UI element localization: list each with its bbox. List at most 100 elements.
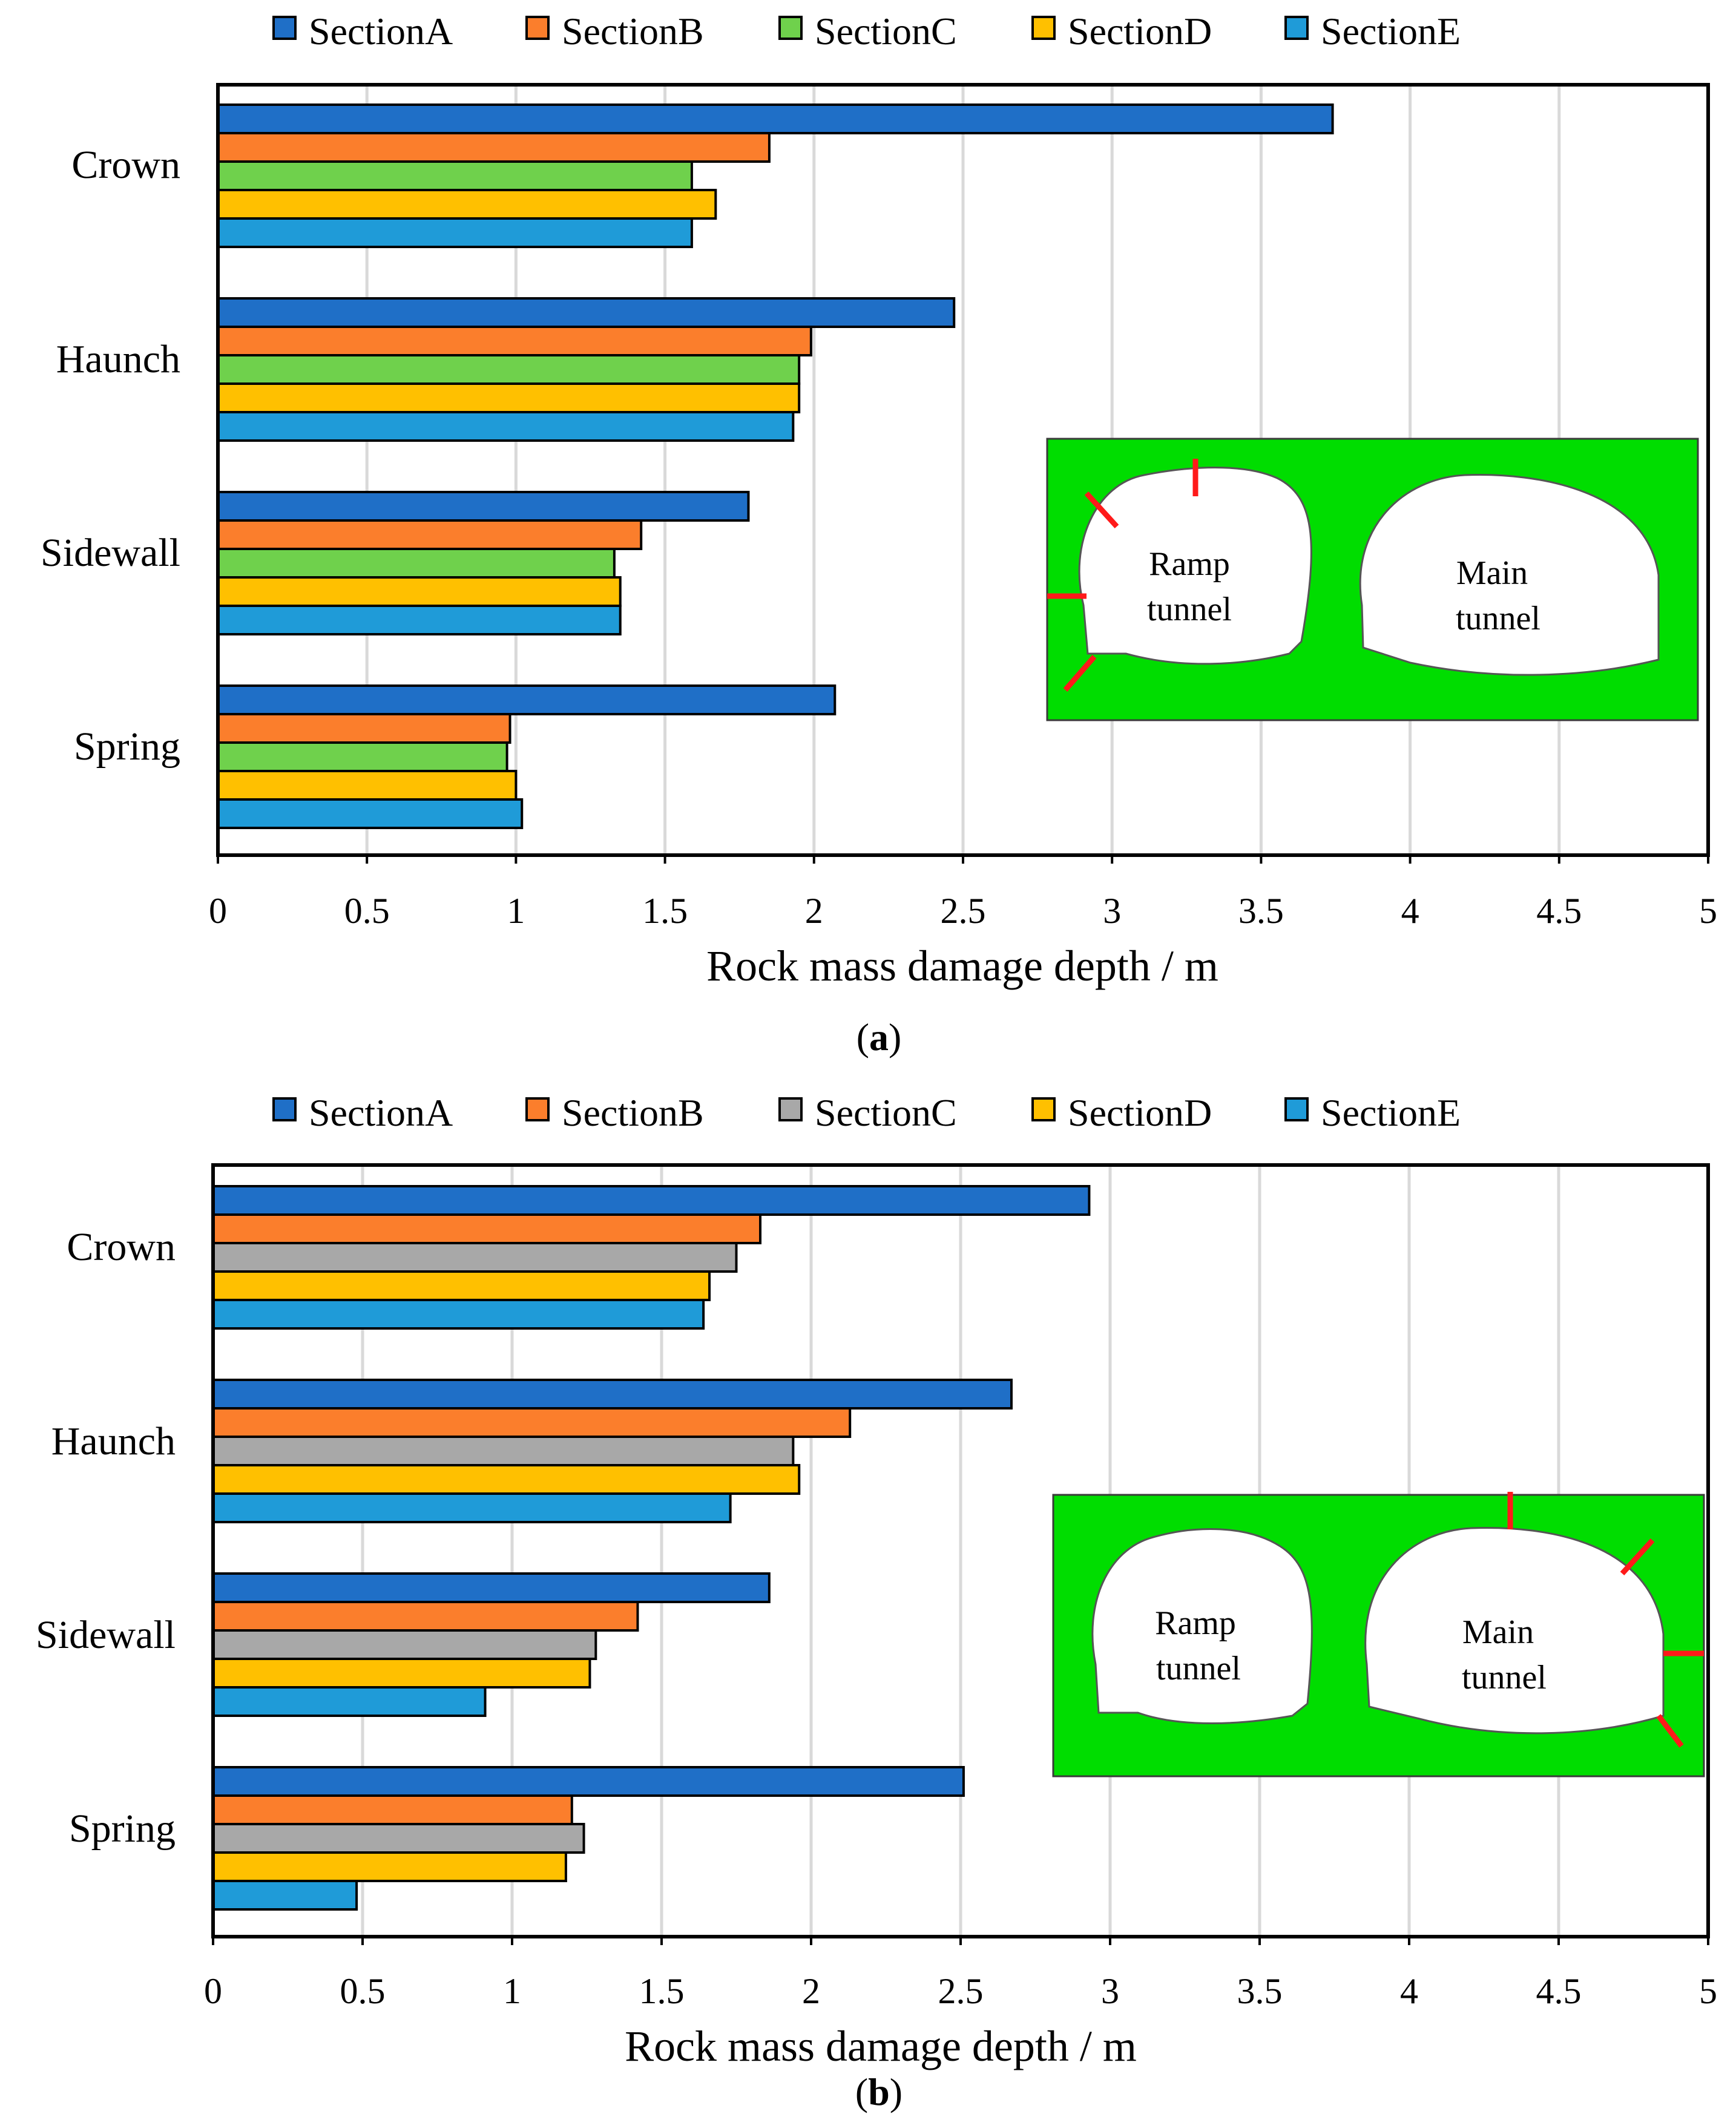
panel-caption-letter-b: b [868, 2070, 890, 2113]
bar-sidewall-sectiond-a [217, 576, 622, 607]
x-tick-label-3-5-b: 3.5 [1237, 1971, 1283, 2011]
legend-a-swatch-section-b [525, 16, 550, 40]
inset-b-ramp-label-line2: tunnel [1156, 1650, 1241, 1687]
bar-crown-sectionb-b [212, 1213, 762, 1244]
x-tick-label-2-b: 2 [802, 1971, 820, 2011]
x-tick-label-1-b: 1 [503, 1971, 521, 2011]
bar-crown-sectiona-b [212, 1185, 1091, 1216]
bar-spring-sectiona-a [217, 684, 837, 715]
bar-spring-sectione-b [212, 1880, 358, 1911]
bar-haunch-sectionb-b [212, 1407, 852, 1438]
x-ticks-b: 0 0.5 1 1.5 2 2.5 3 3.5 4 4.5 5 [204, 1937, 1717, 2011]
x-tick-label-4-b: 4 [1400, 1971, 1418, 2011]
category-label-spring-b: Spring [69, 1807, 176, 1851]
bar-haunch-sectione-a [217, 411, 795, 442]
tunnel-inset-a: Ramp tunnel Main tunnel [1046, 438, 1699, 721]
panel-a: SectionA SectionB SectionC SectionD Sect… [41, 10, 1717, 1058]
legend-b-label-section-c: SectionC [815, 1091, 957, 1134]
x-tick-label-0-b: 0 [204, 1971, 222, 2011]
bar-haunch-sectionc-a [217, 354, 801, 385]
plot-frame-a [216, 83, 1710, 857]
x-tick-label-0-a: 0 [209, 891, 227, 931]
legend-b-label-section-d: SectionD [1068, 1091, 1212, 1134]
legend-a-label-section-e: SectionE [1321, 10, 1461, 53]
bar-sidewall-sectionc-a [217, 548, 616, 579]
inset-b-ramp-tunnel-shape [1091, 1528, 1313, 1724]
x-tick-label-2-5-b: 2.5 [938, 1971, 984, 2011]
bar-sidewall-sectione-b [212, 1686, 487, 1717]
bars-b [212, 1185, 1091, 1911]
x-tick-label-2-a: 2 [805, 891, 823, 931]
x-tick-label-1-a: 1 [507, 891, 525, 931]
bar-crown-sectionc-b [212, 1242, 738, 1273]
x-tick-label-2-5-a: 2.5 [941, 891, 986, 931]
tunnel-inset-b: Ramp tunnel Main tunnel [1052, 1492, 1705, 1777]
legend-b-label-section-a: SectionA [309, 1091, 453, 1134]
inset-b-main-tunnel-shape [1364, 1527, 1665, 1735]
inset-a-ramp-label-line2: tunnel [1147, 591, 1232, 628]
legend-b-swatch-section-e [1284, 1097, 1309, 1121]
legend-a-label-section-b: SectionB [562, 10, 704, 53]
panel-b: SectionA SectionB SectionC SectionD Sect… [36, 1091, 1717, 2113]
x-tick-label-3-a: 3 [1103, 891, 1121, 931]
bar-haunch-sectionb-a [217, 326, 812, 356]
inset-b-damage-marker-haunch [1620, 1538, 1655, 1576]
legend-b-swatch-section-c [778, 1097, 803, 1121]
category-label-sidewall-b: Sidewall [36, 1613, 176, 1657]
bar-spring-sectiond-a [217, 770, 518, 801]
legend-a-swatch-section-e [1284, 16, 1309, 40]
x-tick-label-5-a: 5 [1699, 891, 1717, 931]
inset-a-main-label-line2: tunnel [1456, 600, 1540, 637]
inset-a-damage-marker-spring [1063, 655, 1097, 692]
bar-crown-sectiona-a [217, 103, 1334, 134]
bar-crown-sectiond-b [212, 1270, 711, 1301]
inset-a-main-tunnel-shape [1359, 474, 1660, 676]
bar-haunch-sectiond-a [217, 382, 801, 413]
category-label-haunch-a: Haunch [56, 337, 180, 381]
x-tick-label-0-5-b: 0.5 [340, 1971, 386, 2011]
category-label-sidewall-a: Sidewall [41, 531, 180, 575]
x-ticks-a: 0 0.5 1 1.5 2 2.5 3 3.5 4 4.5 5 [209, 855, 1717, 931]
bar-crown-sectione-a [217, 217, 693, 248]
bar-spring-sectionb-b [212, 1794, 573, 1825]
x-axis-title-b: Rock mass damage depth / m [625, 2022, 1137, 2070]
legend-b-swatch-section-d [1031, 1097, 1056, 1121]
legend-a-label-section-d: SectionD [1068, 10, 1212, 53]
bar-spring-sectionb-a [217, 713, 511, 744]
bar-crown-sectionb-a [217, 132, 771, 163]
x-tick-label-1-5-b: 1.5 [639, 1971, 685, 2011]
category-label-spring-a: Spring [74, 724, 180, 769]
legend-b-swatch-section-b [525, 1097, 550, 1121]
bar-crown-sectiond-a [217, 189, 717, 220]
bar-haunch-sectiond-b [212, 1464, 801, 1495]
category-label-crown-a: Crown [71, 143, 180, 187]
bar-sidewall-sectionb-a [217, 519, 643, 550]
bar-haunch-sectionc-b [212, 1436, 795, 1466]
inset-a-damage-marker-haunch [1084, 491, 1119, 529]
panel-caption-letter-a: a [869, 1016, 889, 1058]
inset-b-main-label-line2: tunnel [1462, 1659, 1547, 1696]
legend-b-label-section-b: SectionB [562, 1091, 704, 1134]
bar-spring-sectionc-b [212, 1823, 585, 1854]
category-label-crown-b: Crown [67, 1225, 176, 1269]
legend-a-swatch-section-c [778, 16, 803, 40]
inset-a-ramp-tunnel-shape [1078, 467, 1312, 665]
legend-b-swatch-section-a [272, 1097, 297, 1121]
legend-b-label-section-e: SectionE [1321, 1091, 1461, 1134]
bar-sidewall-sectiona-a [217, 491, 750, 522]
bar-spring-sectionc-a [217, 741, 508, 772]
panel-caption-b: (b) [855, 2070, 903, 2113]
panel-caption-a: (a) [856, 1016, 902, 1058]
legend-a-label-section-c: SectionC [815, 10, 957, 53]
bar-haunch-sectiona-a [217, 297, 956, 328]
legend-b: SectionA SectionB SectionC SectionD Sect… [272, 1091, 1461, 1134]
x-tick-label-1-5-a: 1.5 [642, 891, 688, 931]
inset-b-ramp-label-line1: Ramp [1155, 1604, 1236, 1642]
bar-crown-sectionc-a [217, 160, 693, 191]
bar-sidewall-sectione-a [217, 605, 622, 635]
inset-b-main-label-line1: Main [1462, 1613, 1534, 1651]
x-tick-label-3-5-a: 3.5 [1238, 891, 1284, 931]
x-tick-label-0-5-a: 0.5 [344, 891, 390, 931]
bar-sidewall-sectionc-b [212, 1629, 597, 1660]
